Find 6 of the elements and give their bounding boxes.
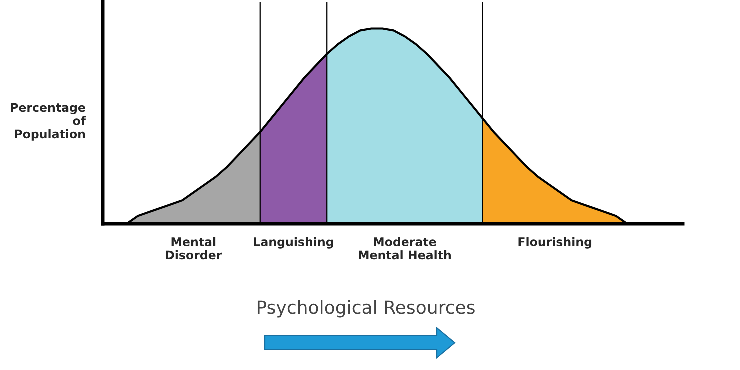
series-label: Mental Disorder	[166, 237, 222, 260]
y-axis-title: Percentage of Population	[11, 103, 86, 141]
text: Psychological Resources	[258, 300, 475, 318]
series-label: Flourishing	[518, 237, 592, 249]
series-label: Languishing	[254, 237, 334, 249]
series-label: Moderate Mental Health	[359, 237, 451, 260]
